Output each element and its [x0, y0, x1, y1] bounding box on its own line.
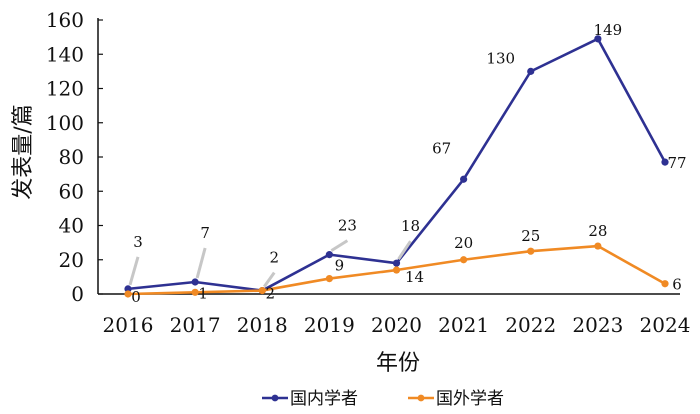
legend-label: 国外学者	[436, 389, 504, 409]
y-tick-label: 20	[59, 248, 84, 272]
y-tick-label: 60	[59, 179, 84, 203]
data-label: 149	[594, 21, 623, 39]
x-tick-labels: 2016 2017 2018 2019 2020 2021 2022 2023 2024	[103, 313, 691, 337]
data-labels: 3 7 2 23 18 67 130 149 77 0 1 2 9 14 20 25 28 6	[128, 21, 687, 306]
x-axis-title: 年份	[376, 351, 420, 376]
y-tick-labels: 0 20 40 60 80 100 120 140 160	[46, 8, 84, 306]
data-point	[191, 278, 199, 286]
x-tick-label: 2017	[170, 313, 221, 337]
series-line-1	[127, 37, 667, 292]
y-tick-label: 80	[59, 145, 84, 169]
legend-marker	[417, 394, 425, 402]
data-label: 14	[405, 268, 424, 286]
data-label: 9	[335, 257, 345, 275]
legend-marker	[271, 394, 279, 402]
data-point	[661, 158, 669, 166]
data-label: 2	[269, 249, 279, 267]
y-axis-title: 发表量/篇	[11, 104, 36, 199]
label-leader-line	[263, 271, 276, 288]
data-label: 2	[265, 285, 275, 303]
y-tick-label: 140	[46, 42, 84, 66]
data-label: 3	[133, 233, 143, 251]
legend: 国内学者 国外学者	[262, 389, 504, 409]
x-tick-label: 2024	[640, 313, 691, 337]
y-tick-label: 120	[46, 77, 84, 101]
data-label: 6	[672, 276, 682, 294]
data-label: 23	[338, 217, 357, 235]
x-tick-label: 2019	[304, 313, 355, 337]
data-point	[594, 35, 602, 43]
data-point	[191, 288, 199, 296]
x-tick-label: 2016	[103, 313, 154, 337]
x-tick-label: 2020	[371, 313, 422, 337]
data-label: 130	[486, 49, 515, 67]
data-point	[392, 266, 401, 274]
data-point	[527, 247, 535, 255]
data-point	[392, 259, 401, 267]
data-label: 77	[667, 154, 686, 172]
x-tick-label: 2021	[438, 313, 489, 337]
x-tick-label: 2022	[505, 313, 556, 337]
data-point	[124, 285, 132, 293]
label-leader-line	[330, 239, 349, 252]
data-label: 28	[588, 222, 607, 240]
data-point	[460, 256, 468, 264]
y-tick-label: 100	[46, 111, 84, 135]
axes	[97, 18, 680, 295]
data-label: 7	[200, 224, 210, 242]
data-point	[325, 251, 333, 259]
data-point	[527, 67, 535, 75]
label-leader-line	[195, 247, 207, 279]
y-tick-label: 160	[46, 8, 84, 32]
data-point	[124, 290, 132, 298]
data-label: 67	[432, 139, 451, 157]
x-tick-label: 2018	[237, 313, 288, 337]
data-label: 25	[521, 227, 540, 245]
series-group	[124, 35, 669, 298]
data-point	[325, 274, 333, 283]
data-point	[460, 175, 468, 183]
data-point	[661, 280, 669, 288]
x-tick-label: 2023	[572, 313, 623, 337]
y-tick-label: 0	[71, 282, 84, 306]
data-label: 20	[454, 234, 473, 252]
y-tick-label: 40	[59, 214, 84, 238]
data-label: 1	[198, 284, 208, 302]
data-label: 0	[131, 288, 141, 306]
data-point	[594, 242, 602, 250]
label-leader-line	[397, 240, 412, 261]
label-leader-line	[128, 256, 140, 286]
data-label: 18	[401, 217, 420, 235]
data-point	[258, 286, 266, 295]
legend-label: 国内学者	[290, 389, 358, 409]
